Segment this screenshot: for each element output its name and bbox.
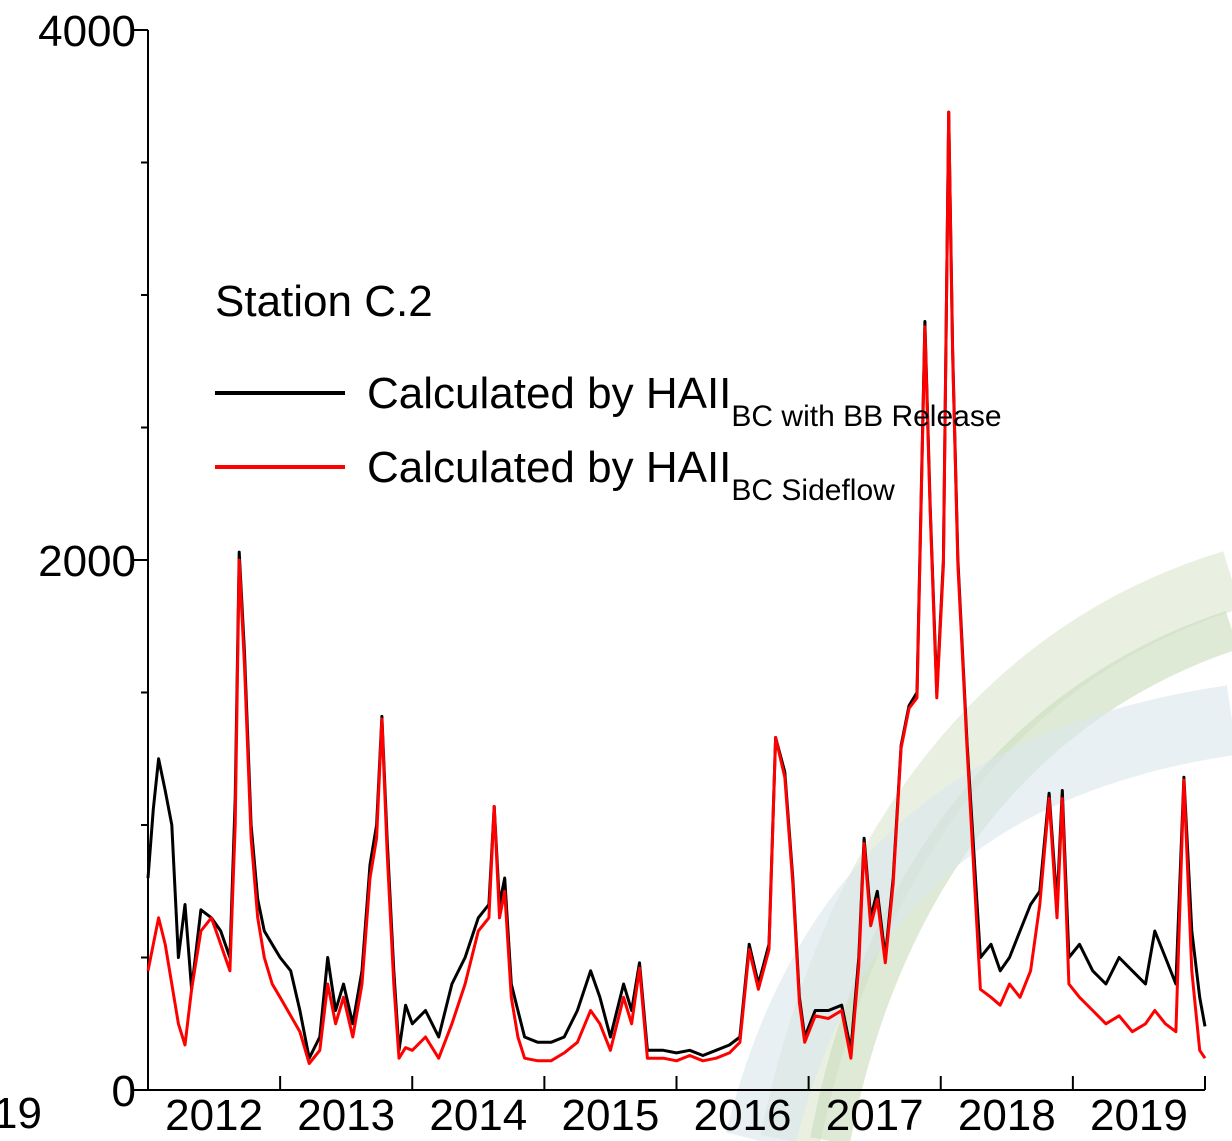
legend-subscript: BC with BB Release	[731, 400, 1001, 433]
y-tick-label: 2000	[38, 537, 136, 586]
x-tick-label: 2013	[297, 1091, 395, 1140]
legend-name: Calculated by HAII	[367, 443, 731, 492]
x-tick-label: 2012	[165, 1091, 263, 1140]
x-tick-label: 2016	[694, 1091, 792, 1140]
x-tick-label: 2017	[826, 1091, 924, 1140]
x-tick-label: 2019	[1090, 1091, 1188, 1140]
x-tick-label: 2015	[561, 1091, 659, 1140]
legend-label: Calculated by HAIIBC with BB Release	[367, 369, 1002, 433]
clipped-label: 19	[0, 1089, 42, 1138]
legend-subscript: BC Sideflow	[731, 474, 895, 507]
legend-title: Station C.2	[215, 277, 433, 326]
legend-label: Calculated by HAIIBC Sideflow	[367, 443, 895, 507]
y-tick-label: 4000	[38, 7, 136, 56]
series-line	[146, 110, 1207, 1065]
series-line	[146, 110, 1207, 1060]
x-tick-label: 2014	[429, 1091, 527, 1140]
background-decoration	[726, 551, 1232, 1141]
x-tick-label: 2018	[958, 1091, 1056, 1140]
y-tick-label: 0	[112, 1067, 136, 1116]
legend-name: Calculated by HAII	[367, 369, 731, 418]
